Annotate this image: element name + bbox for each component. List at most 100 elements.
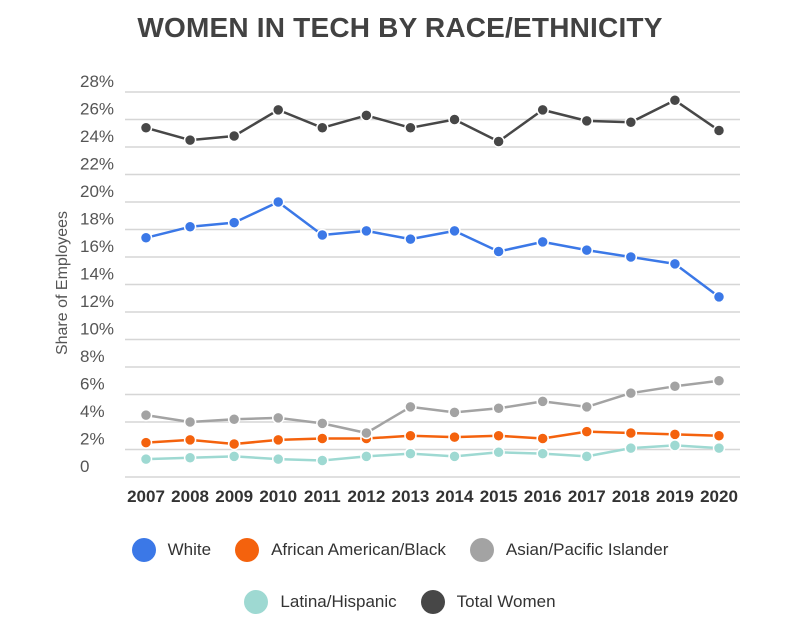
data-point-white[interactable] bbox=[227, 216, 241, 229]
data-point-asian-pacific-islander[interactable] bbox=[492, 402, 505, 415]
series-lines bbox=[139, 94, 726, 467]
legend-marker-asian-pacific-islander bbox=[469, 538, 494, 562]
legend-item-white[interactable]: White bbox=[131, 538, 211, 562]
data-point-asian-pacific-islander[interactable] bbox=[448, 406, 461, 419]
data-point-total-women[interactable] bbox=[227, 129, 241, 143]
data-point-latina-hispanic[interactable] bbox=[316, 454, 329, 467]
data-point-african-american-black[interactable] bbox=[624, 426, 638, 440]
data-point-latina-hispanic[interactable] bbox=[668, 439, 682, 452]
series-line-total-women bbox=[145, 99, 720, 143]
data-point-white[interactable] bbox=[668, 257, 682, 271]
data-point-white[interactable] bbox=[271, 195, 285, 209]
data-point-total-women[interactable] bbox=[668, 94, 682, 107]
data-point-asian-pacific-islander[interactable] bbox=[139, 408, 153, 422]
data-point-african-american-black[interactable] bbox=[404, 429, 417, 442]
legend-label: Latina/Hispanic bbox=[280, 592, 397, 611]
data-point-african-american-black[interactable] bbox=[183, 433, 197, 447]
y-tick-label: 14% bbox=[80, 265, 114, 284]
data-point-african-american-black[interactable] bbox=[316, 432, 329, 445]
data-point-latina-hispanic[interactable] bbox=[139, 452, 153, 466]
data-point-african-american-black[interactable] bbox=[227, 437, 241, 451]
data-point-asian-pacific-islander[interactable] bbox=[227, 413, 241, 426]
data-point-total-women[interactable] bbox=[580, 114, 594, 128]
data-point-asian-pacific-islander[interactable] bbox=[536, 395, 549, 408]
x-tick-label: 2010 bbox=[259, 487, 297, 506]
data-point-total-women[interactable] bbox=[404, 121, 417, 134]
legend-row-1: White African American/Black Asian/Pacif… bbox=[0, 538, 800, 562]
data-point-total-women[interactable] bbox=[183, 133, 197, 147]
y-tick-label: 2% bbox=[80, 430, 105, 449]
data-point-total-women[interactable] bbox=[536, 103, 549, 117]
data-point-latina-hispanic[interactable] bbox=[492, 446, 505, 459]
data-point-african-american-black[interactable] bbox=[580, 425, 594, 438]
data-point-white[interactable] bbox=[139, 231, 153, 244]
data-point-asian-pacific-islander[interactable] bbox=[183, 415, 197, 429]
data-point-african-american-black[interactable] bbox=[492, 429, 505, 442]
data-point-latina-hispanic[interactable] bbox=[712, 441, 726, 455]
data-point-latina-hispanic[interactable] bbox=[536, 447, 549, 460]
data-point-total-women[interactable] bbox=[271, 103, 285, 117]
data-point-latina-hispanic[interactable] bbox=[360, 450, 373, 463]
data-point-white[interactable] bbox=[580, 243, 594, 257]
y-tick-label: 24% bbox=[80, 127, 114, 146]
data-point-latina-hispanic[interactable] bbox=[404, 447, 417, 460]
y-tick-label: 20% bbox=[80, 182, 114, 201]
y-tick-label: 12% bbox=[80, 292, 114, 311]
data-point-latina-hispanic[interactable] bbox=[448, 450, 461, 463]
data-point-white[interactable] bbox=[492, 245, 505, 258]
data-point-white[interactable] bbox=[536, 235, 549, 249]
y-tick-label: 4% bbox=[80, 402, 105, 421]
data-point-asian-pacific-islander[interactable] bbox=[624, 386, 638, 400]
legend-item-african-american-black[interactable]: African American/Black bbox=[235, 538, 446, 562]
data-point-total-women[interactable] bbox=[139, 121, 153, 134]
data-point-asian-pacific-islander[interactable] bbox=[712, 374, 726, 387]
data-point-african-american-black[interactable] bbox=[448, 430, 461, 444]
data-point-white[interactable] bbox=[448, 224, 461, 238]
data-point-total-women[interactable] bbox=[448, 113, 461, 126]
x-tick-label: 2011 bbox=[304, 487, 341, 506]
data-point-white[interactable] bbox=[404, 232, 417, 246]
data-point-asian-pacific-islander[interactable] bbox=[404, 400, 417, 414]
x-tick-label: 2017 bbox=[568, 487, 606, 506]
data-point-latina-hispanic[interactable] bbox=[271, 452, 285, 466]
y-tick-label: 6% bbox=[80, 375, 105, 394]
data-point-total-women[interactable] bbox=[624, 116, 638, 129]
legend-item-asian-pacific-islander[interactable]: Asian/Pacific Islander bbox=[469, 538, 668, 562]
data-point-white[interactable] bbox=[712, 290, 726, 304]
data-point-white[interactable] bbox=[360, 224, 373, 238]
x-tick-label: 2019 bbox=[656, 487, 694, 506]
data-point-latina-hispanic[interactable] bbox=[624, 441, 638, 455]
data-point-asian-pacific-islander[interactable] bbox=[580, 400, 594, 414]
data-point-latina-hispanic[interactable] bbox=[227, 450, 241, 463]
data-point-asian-pacific-islander[interactable] bbox=[316, 417, 329, 430]
data-point-total-women[interactable] bbox=[360, 109, 373, 122]
x-axis-ticks: 2007 2008 2009 2010 2011 2012 2013 2014 2015 2016… bbox=[127, 487, 738, 506]
data-point-total-women[interactable] bbox=[712, 124, 726, 137]
data-point-asian-pacific-islander[interactable] bbox=[668, 380, 682, 393]
data-point-asian-pacific-islander[interactable] bbox=[360, 426, 373, 440]
data-point-asian-pacific-islander[interactable] bbox=[271, 411, 285, 425]
data-point-white[interactable] bbox=[624, 250, 638, 264]
data-point-african-american-black[interactable] bbox=[139, 436, 153, 449]
data-point-african-american-black[interactable] bbox=[668, 428, 682, 441]
data-point-african-american-black[interactable] bbox=[536, 432, 549, 445]
legend-item-latina-hispanic[interactable]: Latina/Hispanic bbox=[244, 590, 397, 614]
data-point-total-women[interactable] bbox=[316, 121, 329, 134]
x-tick-label: 2007 bbox=[127, 487, 165, 506]
series-line-white bbox=[145, 200, 720, 298]
data-point-latina-hispanic[interactable] bbox=[580, 450, 594, 463]
y-tick-label: 8% bbox=[80, 347, 105, 366]
y-tick-label: 16% bbox=[80, 237, 114, 256]
data-point-african-american-black[interactable] bbox=[712, 429, 726, 442]
data-point-latina-hispanic[interactable] bbox=[183, 451, 197, 464]
series-white bbox=[139, 195, 726, 304]
series-line-asian-pacific-islander bbox=[145, 379, 720, 435]
chart-title: WOMEN IN TECH BY RACE/ETHNICITY bbox=[137, 12, 663, 43]
data-point-total-women[interactable] bbox=[492, 135, 505, 148]
data-point-white[interactable] bbox=[316, 228, 329, 242]
data-point-white[interactable] bbox=[183, 220, 197, 233]
legend-item-total-women[interactable]: Total Women bbox=[420, 590, 556, 614]
data-point-african-american-black[interactable] bbox=[271, 433, 285, 447]
y-tick-label: 10% bbox=[80, 320, 114, 339]
